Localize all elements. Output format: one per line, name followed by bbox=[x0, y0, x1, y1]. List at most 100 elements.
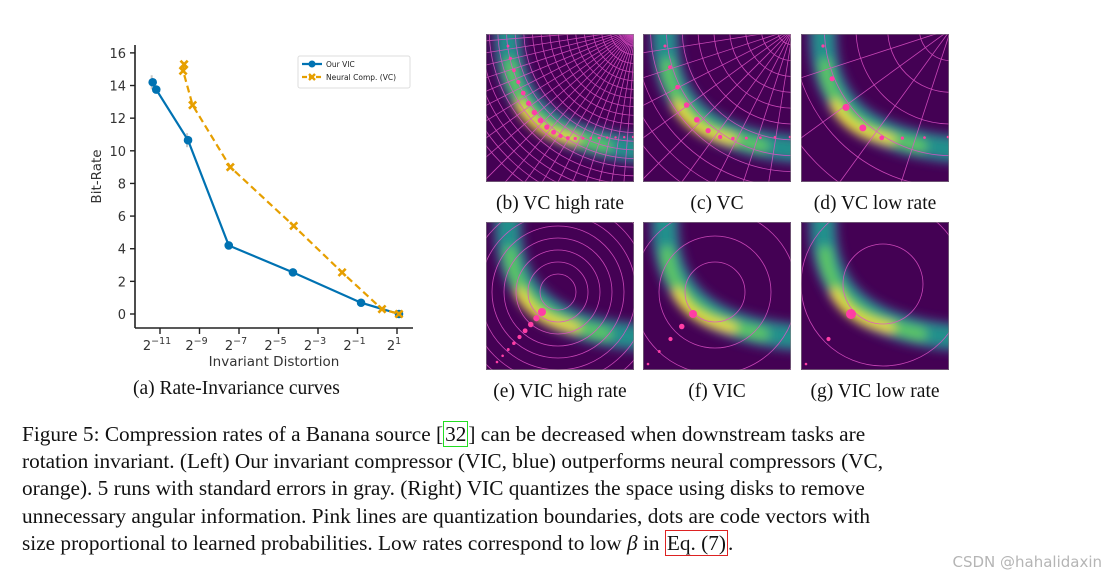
code-vector bbox=[657, 350, 661, 353]
code-vector bbox=[731, 136, 735, 141]
boundary-ray bbox=[504, 34, 633, 182]
x-tick-label: 2−5 bbox=[264, 336, 286, 354]
legend-label: Our VIC bbox=[326, 60, 355, 69]
data-point bbox=[188, 100, 198, 110]
legend-item: Neural Comp. (VC) bbox=[302, 73, 396, 82]
quantization-boundaries bbox=[486, 222, 634, 370]
code-vector bbox=[923, 136, 926, 139]
code-vector bbox=[551, 129, 557, 135]
data-point bbox=[288, 268, 298, 277]
caption-line: rotation invariant. (Left) Our invariant… bbox=[22, 449, 884, 474]
code-vector bbox=[605, 136, 609, 139]
boundary-ray bbox=[900, 34, 949, 182]
y-tick-label: 10 bbox=[109, 145, 126, 160]
boundary-ray bbox=[681, 34, 790, 182]
code-vectors bbox=[804, 309, 856, 366]
code-vector bbox=[544, 124, 550, 130]
panel-frame bbox=[486, 34, 634, 182]
equation-link[interactable]: Eq. (7) bbox=[664, 529, 728, 556]
beta-symbol: β bbox=[627, 530, 638, 555]
code-vector bbox=[663, 44, 667, 48]
series-line bbox=[151, 81, 400, 316]
boundary-ring bbox=[503, 237, 613, 347]
caption-line: size proportional to learned probabiliti… bbox=[22, 529, 734, 556]
x-tick-label: 2−1 bbox=[343, 336, 365, 354]
code-vector bbox=[512, 341, 516, 346]
boundary-ray bbox=[486, 34, 630, 139]
x-tick-label: 2−3 bbox=[304, 336, 326, 354]
y-tick-label: 14 bbox=[109, 80, 126, 95]
code-vector bbox=[522, 328, 528, 334]
figure-caption: Figure 5: Compression rates of a Banana … bbox=[22, 421, 1022, 557]
code-vector bbox=[859, 124, 867, 132]
code-vector bbox=[744, 136, 748, 140]
code-vector bbox=[668, 65, 672, 70]
subfigure-a-label: (a) Rate-Invariance curves bbox=[133, 378, 340, 399]
banana-density bbox=[650, 34, 791, 164]
code-vector bbox=[565, 136, 570, 140]
code-vector bbox=[495, 360, 499, 364]
code-vector bbox=[689, 310, 697, 318]
panel-f-label: (f) VIC bbox=[688, 381, 746, 402]
y-tick-label: 16 bbox=[109, 47, 126, 62]
code-vector bbox=[842, 103, 850, 111]
code-vector bbox=[512, 68, 516, 73]
y-tick-label: 8 bbox=[118, 177, 126, 192]
code-vectors bbox=[506, 44, 634, 141]
density-plot bbox=[801, 222, 949, 370]
rate-invariance-chart: 0 2 4 6 8 10 12 14 16 2−11 2−9 2−7 2−5 2−3 2−1 21 Invari… bbox=[89, 45, 413, 370]
density-plot bbox=[486, 222, 634, 370]
code-vector bbox=[879, 135, 885, 141]
boundary-ray bbox=[486, 34, 578, 42]
boundary-ray bbox=[486, 34, 629, 122]
code-vector bbox=[900, 136, 904, 140]
density-plot bbox=[643, 222, 791, 370]
code-vector bbox=[846, 309, 856, 319]
code-vector bbox=[597, 136, 601, 140]
boundary-ring bbox=[842, 243, 924, 325]
y-tick-label: 4 bbox=[118, 243, 126, 258]
boundary-ring bbox=[539, 273, 577, 311]
boundary-ring bbox=[491, 225, 625, 359]
data-point bbox=[337, 267, 347, 277]
code-vectors bbox=[663, 44, 791, 141]
code-vector bbox=[520, 90, 526, 96]
x-tick-label: 2−9 bbox=[185, 336, 207, 354]
panel-d-label: (d) VC low rate bbox=[813, 193, 937, 214]
code-vector bbox=[668, 336, 673, 342]
code-vector bbox=[528, 321, 534, 328]
boundary-ring bbox=[658, 235, 772, 349]
code-vector bbox=[717, 134, 723, 140]
caption-line: Figure 5: Compression rates of a Banana … bbox=[22, 421, 866, 447]
panel-d bbox=[801, 34, 949, 182]
boundary-ray bbox=[801, 34, 937, 79]
data-point bbox=[183, 135, 193, 145]
data-point bbox=[151, 85, 161, 94]
boundary-ring bbox=[801, 222, 949, 367]
code-vector bbox=[533, 315, 540, 322]
code-vector bbox=[683, 102, 690, 108]
boundary-ray bbox=[643, 34, 764, 54]
density-plot bbox=[801, 34, 949, 182]
panel-e-label: (e) VIC high rate bbox=[493, 381, 627, 402]
boundary-ray bbox=[486, 34, 625, 92]
panel-f bbox=[643, 222, 791, 370]
boundary-ray bbox=[486, 34, 632, 180]
x-tick-label: 2−11 bbox=[143, 336, 171, 354]
boundary-ray bbox=[486, 34, 622, 79]
code-vector bbox=[558, 133, 563, 139]
code-vectors bbox=[646, 310, 697, 366]
citation-link[interactable]: 32 bbox=[443, 421, 469, 447]
panel-frame bbox=[801, 34, 949, 182]
code-vector bbox=[675, 84, 680, 90]
boundary-ray bbox=[572, 34, 634, 182]
boundary-ring bbox=[527, 261, 589, 323]
boundary-ray bbox=[585, 34, 634, 182]
y-axis-label: Bit-Rate bbox=[89, 149, 105, 203]
boundary-ray bbox=[839, 34, 948, 182]
code-vector bbox=[694, 116, 700, 123]
code-vector bbox=[773, 136, 777, 139]
code-vector bbox=[508, 56, 512, 60]
panel-frame bbox=[643, 222, 791, 370]
series-line bbox=[181, 64, 400, 316]
